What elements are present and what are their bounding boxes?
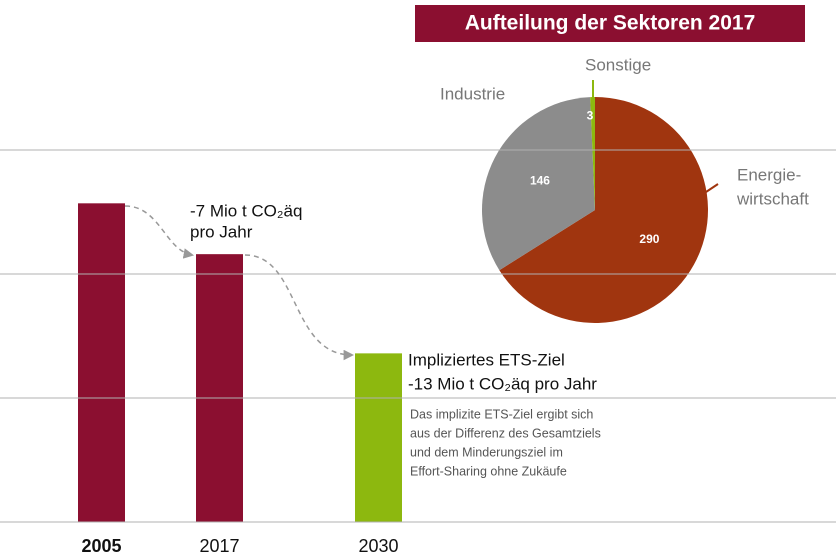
arrow [124, 205, 195, 259]
pie: 290 146 3 [482, 97, 708, 323]
category-label: wirtschaft [736, 189, 809, 208]
category-label: Sonstige [585, 55, 651, 74]
value-label: 290 [639, 232, 659, 246]
x-tick-label: 2005 [81, 536, 121, 556]
bar [78, 203, 125, 522]
arrow [244, 254, 355, 361]
leader-line [705, 183, 719, 193]
pie-slice [482, 97, 595, 271]
chart-title: Aufteilung der Sektoren 2017 [465, 12, 756, 35]
x-tick-label: 2017 [199, 536, 239, 556]
annotation: pro Jahr [190, 222, 253, 241]
annotation: -7 Mio t CO₂äq [190, 201, 302, 220]
x-tick-label: 2030 [358, 536, 398, 556]
title-background [415, 5, 805, 42]
annotation: Impliziertes ETS-Ziel [408, 350, 565, 369]
category-label: Industrie [440, 84, 505, 103]
annotation: -13 Mio t CO₂äq pro Jahr [408, 374, 597, 393]
annotation: aus der Differenz des Gesamtziels [410, 426, 601, 440]
category-label: Energie- [737, 165, 801, 184]
annotation: und dem Minderungsziel im [410, 445, 563, 459]
pie-slice [590, 97, 595, 210]
value-label: 3 [587, 108, 594, 122]
bar [355, 353, 402, 522]
annotation: Effort-Sharing ohne Zukäufe [410, 464, 567, 478]
annotation: Das implizite ETS-Ziel ergibt sich [410, 407, 593, 421]
value-label: 146 [530, 173, 550, 187]
bar [196, 254, 243, 522]
pie-slice [499, 97, 708, 323]
